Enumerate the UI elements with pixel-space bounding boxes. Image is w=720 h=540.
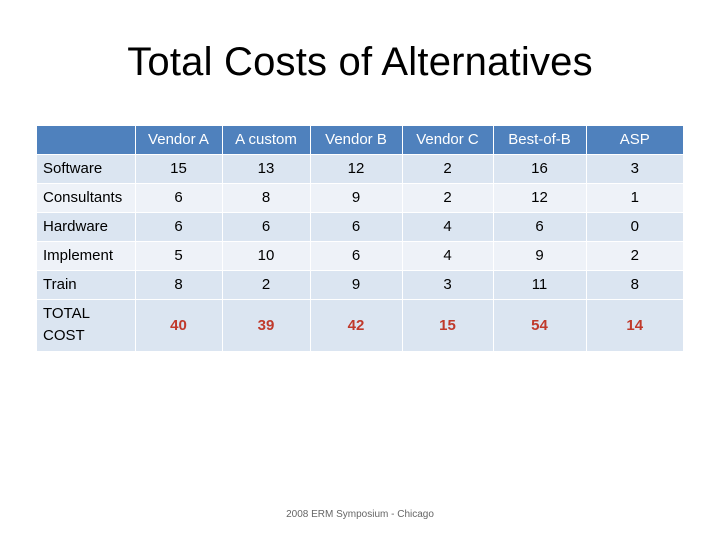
table-cell: 6: [493, 211, 587, 241]
total-cell: 39: [222, 298, 311, 351]
header-cell-best-of-b: Best-of-B: [493, 126, 587, 154]
row-label: Software: [37, 153, 136, 183]
total-label-line2: COST: [43, 327, 85, 345]
table-row: Hardware 6 6 6 4 6 0: [37, 211, 683, 241]
table-cell: 11: [493, 269, 587, 299]
row-label: Implement: [37, 240, 136, 270]
table-cell: 2: [222, 269, 311, 299]
table-cell: 10: [222, 240, 311, 270]
table-cell: 8: [586, 269, 683, 299]
row-label: Hardware: [37, 211, 136, 241]
table-cell: 3: [586, 153, 683, 183]
table-cell: 15: [135, 153, 223, 183]
table-cell: 6: [222, 211, 311, 241]
header-cell-asp: ASP: [619, 131, 650, 149]
table-cell: 5: [135, 240, 223, 270]
table-cell: 12: [493, 182, 587, 212]
table-cell: 4: [402, 211, 494, 241]
slide-title: Total Costs of Alternatives: [127, 40, 593, 84]
table-cell: 8: [222, 182, 311, 212]
table-cell: 6: [135, 182, 223, 212]
table-cell: 6: [310, 211, 403, 241]
total-label-line1: TOTAL: [43, 305, 90, 323]
total-cell: 40: [135, 298, 223, 351]
table-cell: 9: [310, 269, 403, 299]
total-row-label: TOTAL COST: [37, 298, 136, 351]
total-cell: 42: [310, 298, 403, 351]
header-cell-vendor-c: Vendor C: [402, 126, 494, 154]
table-cell: 12: [310, 153, 403, 183]
table-cell: 1: [586, 182, 683, 212]
table-cell: 8: [135, 269, 223, 299]
table-cell: 9: [493, 240, 587, 270]
slide-footer: 2008 ERM Symposium - Chicago: [286, 509, 434, 520]
total-row: TOTAL COST 40 39 42 15 54 14: [37, 298, 683, 351]
table-cell: 16: [493, 153, 587, 183]
table-cell: 2: [402, 182, 494, 212]
table-cell: 3: [402, 269, 494, 299]
header-cell-blank: [37, 126, 136, 154]
table-cell: 2: [586, 240, 683, 270]
table-cell: 6: [135, 211, 223, 241]
table-cell: 6: [310, 240, 403, 270]
table-row: Implement 5 10 6 4 9 2: [37, 240, 683, 270]
total-cell: 14: [586, 298, 683, 351]
table-row: Train 8 2 9 3 11 8: [37, 269, 683, 299]
table-cell: 13: [222, 153, 311, 183]
row-label: Train: [37, 269, 136, 299]
cost-table: Vendor A A custom Vendor B Vendor C Best…: [37, 126, 683, 351]
header-cell-a-custom: A custom: [222, 126, 311, 154]
table-header-row: Vendor A A custom Vendor B Vendor C Best…: [37, 126, 683, 154]
header-cell-vendor-a: Vendor A: [135, 126, 223, 154]
table-cell: 0: [586, 211, 683, 241]
table-cell: 9: [310, 182, 403, 212]
table-row: Software 15 13 12 2 16 3: [37, 153, 683, 183]
table-row: Consultants 6 8 9 2 12 1: [37, 182, 683, 212]
row-label: Consultants: [37, 182, 136, 212]
table-cell: 4: [402, 240, 494, 270]
total-cell: 54: [493, 298, 587, 351]
header-cell-vendor-b: Vendor B: [310, 126, 403, 154]
table-cell: 2: [402, 153, 494, 183]
total-cell: 15: [402, 298, 494, 351]
